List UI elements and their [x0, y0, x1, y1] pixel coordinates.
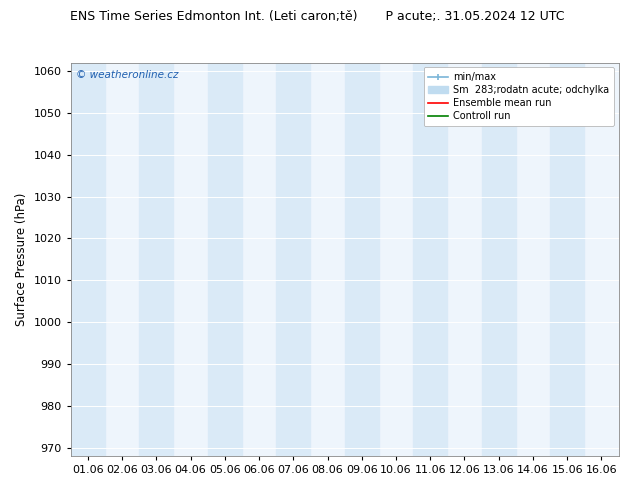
Bar [139, 63, 174, 456]
Text: ENS Time Series Edmonton Int. (Leti caron;tě)       P acute;. 31.05.2024 12 UTC: ENS Time Series Edmonton Int. (Leti caro… [70, 10, 564, 23]
Legend: min/max, Sm  283;rodatn acute; odchylka, Ensemble mean run, Controll run: min/max, Sm 283;rodatn acute; odchylka, … [424, 68, 614, 126]
Text: © weatheronline.cz: © weatheronline.cz [76, 71, 179, 80]
Bar [550, 63, 585, 456]
Bar [71, 63, 105, 456]
Bar [345, 63, 379, 456]
Bar [276, 63, 311, 456]
Bar [413, 63, 448, 456]
Bar [482, 63, 516, 456]
Y-axis label: Surface Pressure (hPa): Surface Pressure (hPa) [15, 193, 28, 326]
Bar [208, 63, 242, 456]
